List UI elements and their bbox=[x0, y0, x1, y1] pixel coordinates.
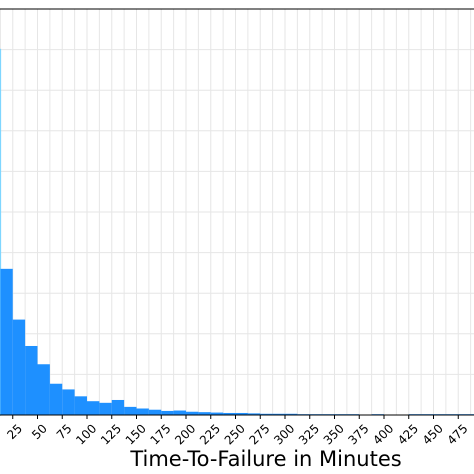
histogram-bar bbox=[148, 409, 162, 415]
x-tick-label: 25 bbox=[4, 421, 25, 442]
x-tick-labels: 25 50 751001251501752002252502753003253503… bbox=[4, 421, 470, 447]
x-tick-label: 100 bbox=[73, 421, 99, 447]
histogram-bar bbox=[223, 412, 236, 415]
histogram-bar bbox=[260, 413, 273, 415]
histogram-bar bbox=[62, 389, 75, 415]
histogram-bar bbox=[25, 345, 38, 415]
x-tick-label: 150 bbox=[123, 421, 149, 447]
x-tick-label: 325 bbox=[296, 421, 322, 447]
x-tick-label: 75 bbox=[54, 421, 75, 442]
histogram-bar bbox=[0, 268, 13, 415]
x-tick-label: 275 bbox=[246, 421, 272, 447]
grid-lines bbox=[0, 9, 474, 415]
x-tick-label: 475 bbox=[444, 421, 470, 447]
histogram-bar bbox=[111, 399, 125, 415]
histogram-bar bbox=[161, 410, 174, 415]
histogram-bar bbox=[186, 411, 199, 415]
histogram-bar bbox=[12, 319, 26, 415]
x-tick-label: 400 bbox=[370, 421, 396, 447]
histogram-bars bbox=[0, 48, 474, 416]
histogram-bar bbox=[198, 412, 211, 415]
x-tick-label: 175 bbox=[147, 421, 173, 447]
histogram-bar bbox=[99, 402, 112, 415]
x-tick-label: 50 bbox=[29, 421, 50, 442]
histogram-bar bbox=[136, 408, 149, 415]
histogram-bar bbox=[37, 364, 50, 415]
x-tick-label: 250 bbox=[222, 421, 248, 447]
histogram-bar bbox=[124, 406, 137, 415]
histogram-bar bbox=[87, 401, 100, 415]
x-tick-label: 125 bbox=[98, 421, 124, 447]
x-tick-label: 350 bbox=[321, 421, 347, 447]
histogram-bar bbox=[235, 412, 248, 415]
x-axis-title: Time-To-Failure in Minutes bbox=[129, 447, 401, 471]
histogram-bar bbox=[210, 412, 224, 415]
histogram-bar bbox=[74, 396, 87, 415]
x-tick-label: 200 bbox=[172, 421, 198, 447]
histogram-bar bbox=[272, 413, 285, 415]
x-tick-label: 300 bbox=[271, 421, 297, 447]
x-tick-label: 450 bbox=[420, 421, 446, 447]
x-tick-label: 225 bbox=[197, 421, 223, 447]
histogram-bar bbox=[173, 410, 186, 415]
x-tick-label: 375 bbox=[345, 421, 371, 447]
histogram-bar bbox=[49, 383, 63, 415]
histogram-bar bbox=[247, 413, 261, 415]
x-tick-label: 425 bbox=[395, 421, 421, 447]
histogram-bar bbox=[285, 413, 298, 415]
x-tick-marks bbox=[12, 415, 459, 419]
